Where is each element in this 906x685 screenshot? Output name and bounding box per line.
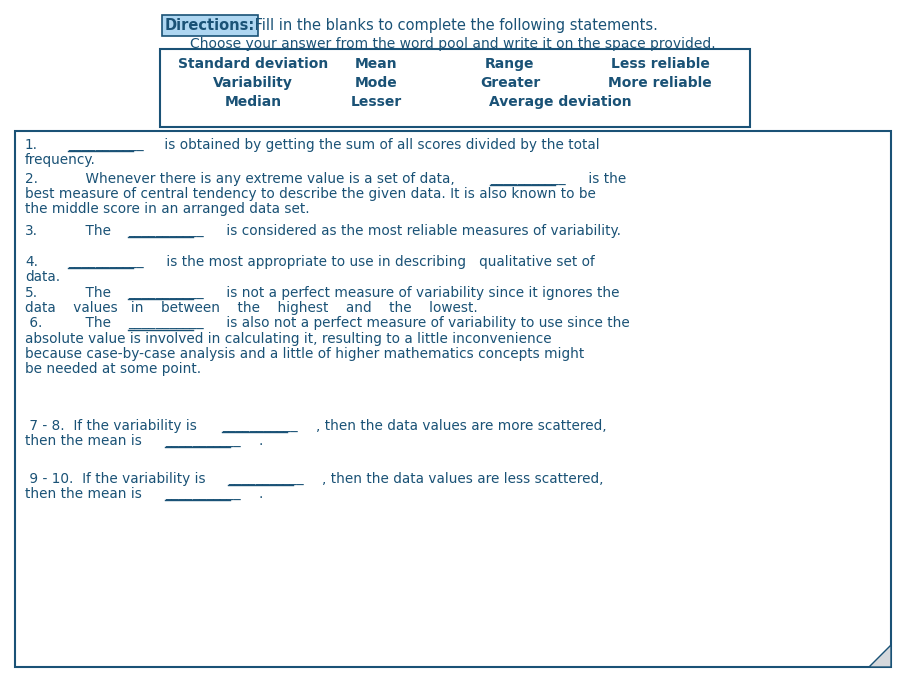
Text: Greater: Greater: [480, 76, 540, 90]
Text: ___________: ___________: [128, 286, 204, 300]
Text: The: The: [68, 316, 111, 330]
Text: Directions:: Directions:: [165, 18, 255, 33]
Text: Variability: Variability: [213, 76, 293, 90]
Text: 3.: 3.: [25, 224, 38, 238]
Text: ___________: ___________: [128, 316, 204, 330]
Text: The: The: [68, 224, 111, 238]
Text: be needed at some point.: be needed at some point.: [25, 362, 201, 376]
Text: then the mean is: then the mean is: [25, 434, 142, 448]
Bar: [160, 49, 750, 127]
Text: because case-by-case analysis and a little of higher mathematics concepts might: because case-by-case analysis and a litt…: [25, 347, 584, 361]
Text: then the mean is: then the mean is: [25, 487, 142, 501]
Text: is also not a perfect measure of variability to use since the: is also not a perfect measure of variabi…: [222, 316, 630, 330]
Text: 4.: 4.: [25, 255, 38, 269]
Text: data    values   in    between    the    highest    and    the    lowest.: data values in between the highest and t…: [25, 301, 477, 315]
Text: Mode: Mode: [354, 76, 398, 90]
Text: ___________: ___________: [222, 419, 298, 433]
Text: ___________: ___________: [490, 172, 565, 186]
Text: 5.: 5.: [25, 286, 38, 300]
Text: is considered as the most reliable measures of variability.: is considered as the most reliable measu…: [222, 224, 621, 238]
Text: data.: data.: [25, 270, 60, 284]
Text: the middle score in an arranged data set.: the middle score in an arranged data set…: [25, 202, 310, 216]
Text: ___________: ___________: [68, 138, 144, 152]
Text: 2.: 2.: [25, 172, 38, 186]
Text: , then the data values are more scattered,: , then the data values are more scattere…: [316, 419, 607, 433]
Text: ___________: ___________: [228, 472, 304, 486]
Text: Standard deviation: Standard deviation: [178, 57, 328, 71]
Text: The: The: [68, 286, 111, 300]
Bar: [15, 131, 891, 667]
Text: is obtained by getting the sum of all scores divided by the total: is obtained by getting the sum of all sc…: [160, 138, 600, 152]
Polygon shape: [869, 645, 891, 667]
Text: Lesser: Lesser: [351, 95, 401, 109]
Text: .: .: [259, 487, 264, 501]
Text: ___________: ___________: [128, 224, 204, 238]
Text: Less reliable: Less reliable: [611, 57, 709, 71]
Text: is the most appropriate to use in describing   qualitative set of: is the most appropriate to use in descri…: [162, 255, 594, 269]
Text: ___________: ___________: [165, 434, 241, 448]
Text: 7 - 8.  If the variability is: 7 - 8. If the variability is: [25, 419, 197, 433]
Text: More reliable: More reliable: [608, 76, 712, 90]
Text: ___________: ___________: [165, 487, 241, 501]
Text: 1.: 1.: [25, 138, 38, 152]
Text: 9 - 10.  If the variability is: 9 - 10. If the variability is: [25, 472, 206, 486]
Text: Mean: Mean: [354, 57, 398, 71]
Text: absolute value is involved in calculating it, resulting to a little inconvenienc: absolute value is involved in calculatin…: [25, 332, 552, 346]
Text: Average deviation: Average deviation: [488, 95, 631, 109]
Text: 6.: 6.: [25, 316, 43, 330]
Text: Whenever there is any extreme value is a set of data,: Whenever there is any extreme value is a…: [68, 172, 455, 186]
Text: is not a perfect measure of variability since it ignores the: is not a perfect measure of variability …: [222, 286, 620, 300]
Text: ___________: ___________: [68, 255, 144, 269]
Text: Choose your answer from the word pool and write it on the space provided.: Choose your answer from the word pool an…: [190, 37, 716, 51]
Text: .: .: [259, 434, 264, 448]
Text: Fill in the blanks to complete the following statements.: Fill in the blanks to complete the follo…: [250, 18, 658, 33]
Text: is the: is the: [584, 172, 626, 186]
Text: Range: Range: [486, 57, 535, 71]
Text: frequency.: frequency.: [25, 153, 96, 167]
Text: Median: Median: [225, 95, 282, 109]
Text: best measure of central tendency to describe the given data. It is also known to: best measure of central tendency to desc…: [25, 187, 596, 201]
Text: , then the data values are less scattered,: , then the data values are less scattere…: [322, 472, 603, 486]
